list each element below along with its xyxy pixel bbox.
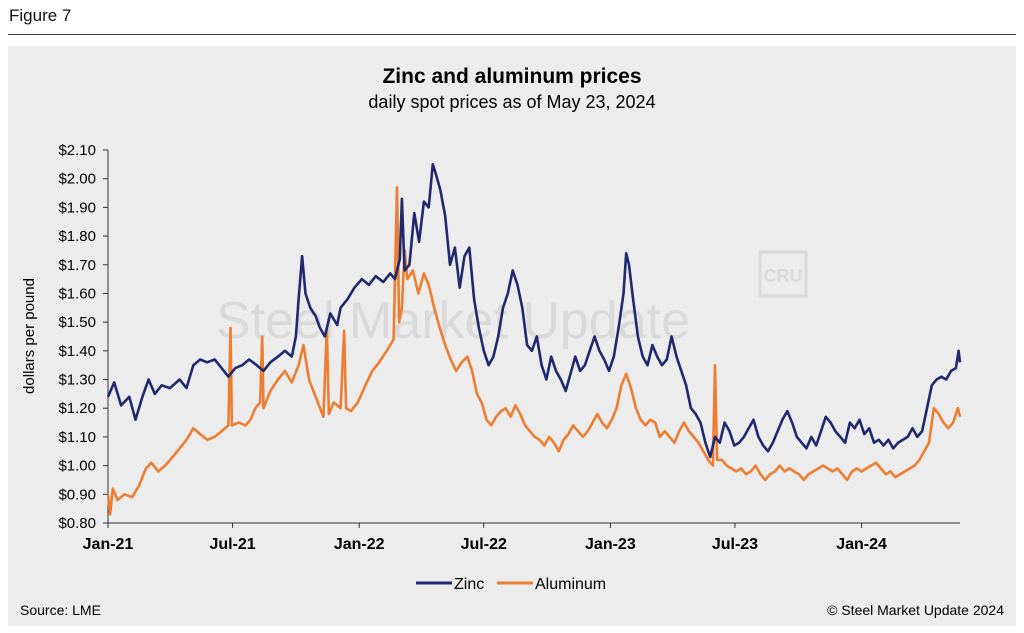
y-tick-label: $1.00 — [58, 458, 96, 475]
series-layer — [106, 163, 962, 516]
x-tick-label: Jan-24 — [836, 536, 887, 553]
x-tick-label: Jan-21 — [83, 536, 134, 553]
x-tick-label: Jan-22 — [334, 536, 385, 553]
y-tick-label: $1.50 — [58, 314, 96, 331]
y-tick-label: $1.30 — [58, 372, 96, 389]
y-tick-label: $1.60 — [58, 285, 96, 302]
y-tick-label: $1.10 — [58, 429, 96, 446]
watermark-logo-box — [758, 250, 808, 298]
legend-label-aluminum: Aluminum — [535, 576, 606, 593]
y-tick-label: $2.00 — [58, 171, 96, 188]
watermark: Steel Market Update CRU — [216, 250, 808, 350]
y-tick-label: $0.90 — [58, 486, 96, 503]
series-line-aluminum — [106, 186, 962, 516]
series-line-zinc — [106, 163, 962, 459]
y-tick-labels: $2.10 $2.00 $1.90 $1.80 $1.70 $1.60 $1.50 $1.40… — [58, 142, 108, 532]
y-tick-label: $1.90 — [58, 199, 96, 216]
x-tick-label: Jan-23 — [585, 536, 636, 553]
chart-panel — [8, 46, 1016, 626]
x-tick-label: Jul-21 — [209, 536, 255, 553]
watermark-logo: CRU — [764, 266, 803, 286]
y-tick-label: $1.80 — [58, 228, 96, 245]
header-rule — [8, 34, 1016, 35]
x-tick-labels: Jan-21 Jul-21 Jan-22 Jul-22 Jan-23 Jul-23 Jan-… — [83, 523, 887, 553]
legend-label-zinc: Zinc — [454, 576, 484, 593]
copyright-note: © Steel Market Update 2024 — [827, 602, 1004, 618]
y-tick-label: $1.40 — [58, 343, 96, 360]
source-note: Source: LME — [20, 602, 101, 618]
y-tick-label: $2.10 — [58, 142, 96, 159]
y-axis-label: dollars per pound — [21, 278, 38, 394]
x-tick-label: Jul-22 — [461, 536, 507, 553]
chart-title: Zinc and aluminum prices — [382, 65, 642, 88]
figure-label: Figure 7 — [9, 6, 72, 25]
y-tick-label: $1.70 — [58, 257, 96, 274]
y-tick-label: $0.80 — [58, 515, 96, 532]
x-tick-label: Jul-23 — [712, 536, 758, 553]
y-tick-label: $1.20 — [58, 400, 96, 417]
chart-axes — [107, 150, 960, 524]
chart-subtitle: daily spot prices as of May 23, 2024 — [368, 92, 656, 112]
legend: Zinc Aluminum — [416, 576, 606, 593]
